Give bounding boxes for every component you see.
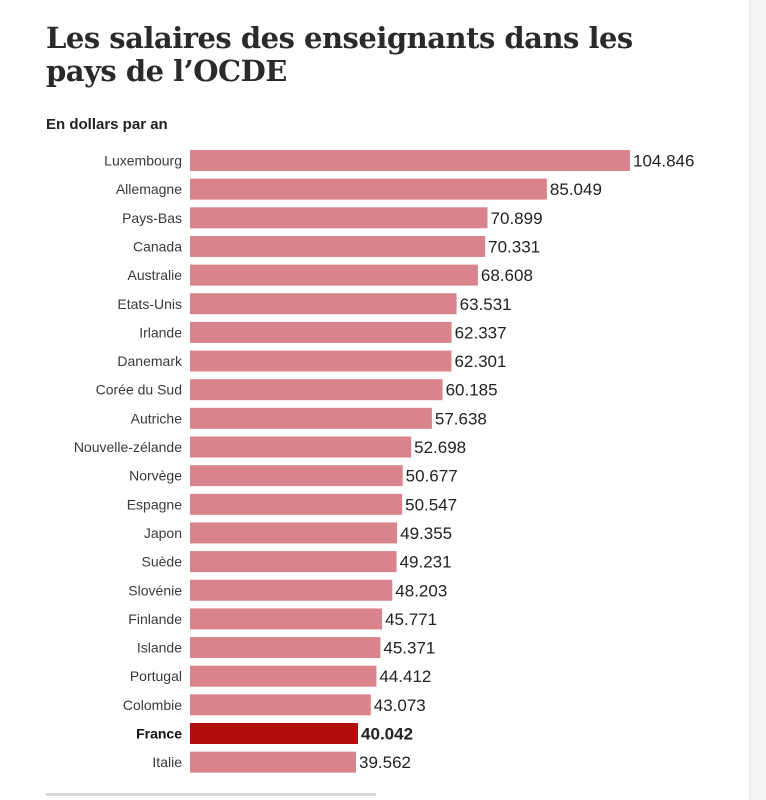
category-label: Slovénie	[128, 582, 182, 598]
category-label: Japon	[144, 525, 182, 541]
value-label: 50.677	[406, 467, 458, 486]
bar-australie	[190, 264, 478, 286]
bar-autriche	[190, 407, 432, 429]
value-label: 45.771	[385, 610, 437, 629]
value-label: 63.531	[460, 295, 512, 314]
footer-source-line	[46, 793, 376, 796]
category-label: Danemark	[117, 353, 183, 369]
value-label: 70.331	[488, 237, 540, 256]
right-margin-strip	[749, 0, 766, 800]
value-label: 39.562	[359, 753, 411, 772]
category-label: Australie	[128, 267, 183, 283]
value-label: 60.185	[446, 381, 498, 400]
chart-title: Les salaires des enseignants dans les pa…	[46, 21, 633, 88]
bar-france	[190, 723, 358, 744]
category-label: Allemagne	[116, 181, 182, 197]
category-label: France	[136, 726, 182, 742]
bar-danemark	[190, 350, 452, 372]
bar-pays-bas	[190, 207, 488, 229]
value-label: 104.846	[633, 152, 694, 171]
category-label: Etats-Unis	[117, 296, 182, 312]
bar-espagne	[190, 493, 403, 515]
bar-islande	[190, 637, 381, 659]
bar-nouvelle-z-lande	[190, 436, 412, 458]
value-label: 49.231	[400, 553, 452, 572]
bar-portugal	[190, 665, 377, 687]
bar-cor-e-du-sud	[190, 379, 443, 401]
value-label: 57.638	[435, 409, 487, 428]
category-label: Portugal	[130, 668, 182, 684]
category-label: Islande	[137, 640, 182, 656]
category-label: Luxembourg	[104, 153, 182, 169]
value-label: 68.608	[481, 266, 533, 285]
category-label: Irlande	[139, 324, 182, 340]
category-label: Norvège	[129, 468, 182, 484]
category-label: Espagne	[127, 496, 182, 512]
bar-luxembourg	[190, 150, 630, 171]
category-label: Finlande	[128, 611, 182, 627]
value-label: 62.301	[454, 352, 506, 371]
value-label: 43.073	[374, 696, 426, 715]
bar-colombie	[190, 694, 371, 716]
bar-su-de	[190, 551, 397, 573]
value-label: 45.371	[383, 639, 435, 658]
bar-norv-ge	[190, 465, 403, 487]
category-label: Pays-Bas	[122, 210, 182, 226]
bar-etats-unis	[190, 293, 457, 315]
value-label: 50.547	[405, 495, 457, 514]
value-label: 70.899	[491, 209, 543, 228]
category-label: Canada	[133, 238, 182, 254]
value-label: 44.412	[379, 667, 431, 686]
bar-canada	[190, 235, 486, 257]
category-label: Italie	[152, 754, 182, 770]
category-label: Suède	[142, 554, 183, 570]
value-label: 62.337	[455, 323, 507, 342]
value-label: 49.355	[400, 524, 452, 543]
value-label: 85.049	[550, 180, 602, 199]
category-label: Autriche	[131, 410, 183, 426]
value-label: 48.203	[395, 581, 447, 600]
bar-allemagne	[190, 178, 547, 200]
category-label: Nouvelle-zélande	[74, 439, 182, 455]
chart-subtitle: En dollars par an	[46, 116, 168, 133]
bar-italie	[190, 751, 356, 773]
category-label: Corée du Sud	[96, 382, 182, 398]
bar-irlande	[190, 321, 452, 343]
bar-slov-nie	[190, 579, 393, 601]
value-label: 52.698	[414, 438, 466, 457]
bar-japon	[190, 522, 398, 544]
value-label: 40.042	[361, 725, 413, 744]
bar-finlande	[190, 608, 383, 630]
category-label: Colombie	[123, 697, 182, 713]
